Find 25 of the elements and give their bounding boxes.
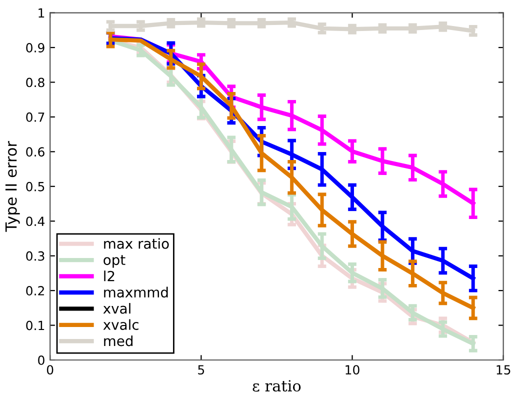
legend-label: max ratio [104, 238, 169, 249]
y-axis-title: Type II error [5, 141, 20, 232]
y-tick-label: 0 [38, 355, 44, 365]
y-tick-label: 0.7 [26, 112, 44, 122]
legend-label: xvalc [103, 319, 138, 330]
y-tick-label: 0.4 [26, 216, 45, 226]
x-tick-label: 0 [46, 365, 54, 375]
y-tick-label: 0.9 [26, 42, 44, 52]
y-tick-label: 0.2 [26, 286, 44, 296]
x-axis-title: ε ratio [252, 380, 301, 392]
line-series [108, 20, 476, 33]
y-tick-label: 0.3 [26, 251, 44, 261]
y-tick-label: 0.5 [26, 182, 44, 192]
y-tick-label: 1 [38, 8, 44, 18]
legend-label: maxmmd [104, 286, 168, 298]
legend-label: med [104, 335, 132, 346]
x-tick-label: 5 [198, 365, 204, 375]
x-tick-label: 10 [346, 365, 360, 375]
legend-label: l2 [104, 270, 114, 282]
y-tick-label: 0.8 [26, 78, 44, 88]
legend-label: opt [104, 255, 126, 268]
y-tick-label: 0.1 [26, 320, 44, 330]
x-tick-label: 15 [496, 365, 510, 375]
y-tick-label: 0.6 [26, 147, 44, 157]
legend-label: xval [103, 303, 130, 314]
